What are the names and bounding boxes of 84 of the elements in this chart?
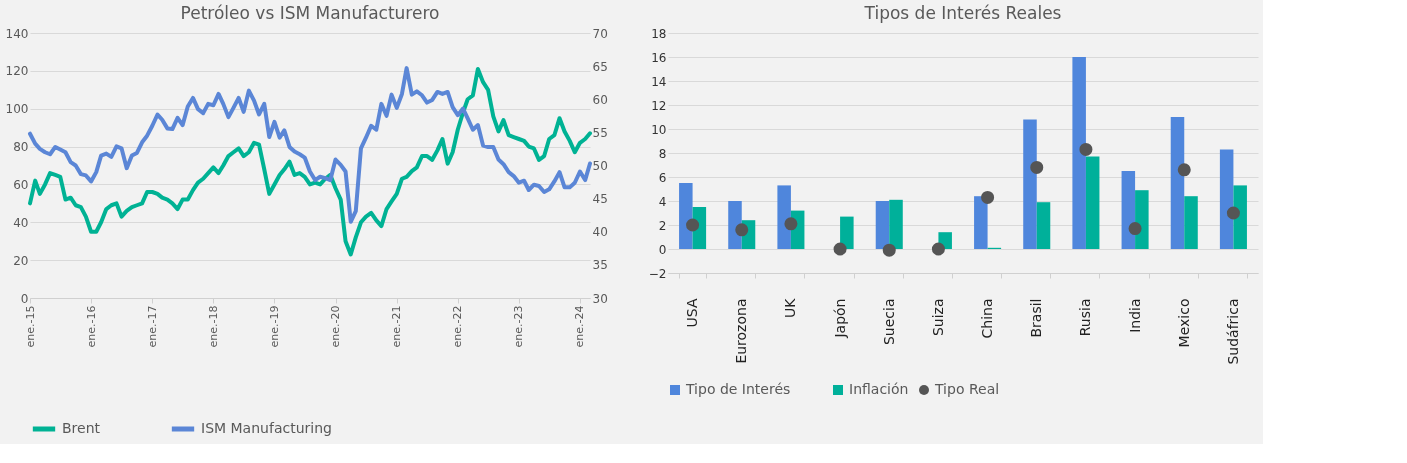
- y2-tick-label: 65: [592, 59, 608, 74]
- legend-label: Brent: [62, 420, 101, 436]
- bar: [1072, 57, 1086, 249]
- bar: [777, 185, 791, 249]
- legend-label: ISM Manufacturing: [201, 420, 332, 436]
- legend-label: Tipo de Interés: [685, 381, 791, 397]
- x-tick-label: Eurozona: [733, 298, 750, 364]
- bar: [1135, 190, 1149, 249]
- bar: [1023, 119, 1037, 249]
- bar: [1121, 171, 1136, 249]
- point: [833, 242, 847, 256]
- bar: [840, 216, 854, 249]
- point: [981, 190, 995, 204]
- point: [1030, 160, 1044, 174]
- x-tick-label: USA: [684, 298, 701, 328]
- bar: [974, 196, 988, 249]
- x-tick-label: ene.-18: [206, 305, 220, 348]
- y2-tick-label: 30: [592, 291, 608, 306]
- x-tick-label: ene.-23: [512, 305, 526, 348]
- y2-tick-label: 45: [592, 192, 608, 207]
- bar: [1170, 117, 1185, 249]
- bar: [1233, 185, 1247, 249]
- y-tick-label: 140: [5, 26, 29, 41]
- bar: [875, 201, 890, 249]
- y-tick-label: 6: [658, 170, 667, 185]
- y-tick-label: 40: [13, 215, 29, 230]
- x-tick-label: Rusia: [1077, 298, 1094, 337]
- x-tick-label: China: [979, 298, 996, 339]
- y-tick-label: 0: [658, 242, 667, 257]
- line-series: [28, 66, 592, 257]
- y-tick-label: 120: [5, 64, 29, 79]
- line-series: [28, 66, 592, 224]
- y-tick-label: 16: [651, 50, 667, 65]
- legend-label: Inflación: [849, 381, 909, 397]
- y2-tick-label: 60: [592, 92, 608, 107]
- x-tick-label: India: [1126, 298, 1143, 333]
- x-tick-label: Suecia: [880, 298, 897, 346]
- y-tick-label: 0: [20, 291, 29, 306]
- point: [1079, 142, 1093, 156]
- chart-title: Tipos de Interés Reales: [863, 3, 1062, 23]
- bar: [679, 183, 693, 249]
- x-tick-label: Brasil: [1028, 298, 1045, 338]
- y2-tick-label: 40: [592, 225, 608, 240]
- chart-title: Petróleo vs ISM Manufacturero: [180, 3, 440, 23]
- y-tick-label: 20: [13, 253, 29, 268]
- y2-tick-label: 35: [592, 258, 608, 273]
- point: [882, 243, 896, 257]
- x-tick-label: ene.-22: [451, 305, 465, 348]
- point: [1128, 222, 1142, 236]
- point: [931, 242, 945, 256]
- x-tick-label: ene.-20: [329, 305, 343, 348]
- point: [1226, 206, 1240, 220]
- bar: [1219, 149, 1234, 249]
- x-tick-label: ene.-17: [145, 305, 159, 348]
- y-tick-label: 100: [5, 102, 29, 117]
- y-tick-label: 2: [658, 218, 667, 233]
- y-tick-label: 80: [13, 140, 29, 155]
- y-tick-label: 10: [651, 122, 667, 137]
- x-tick-label: ene.-19: [267, 305, 281, 348]
- y2-tick-label: 70: [592, 26, 608, 41]
- point: [1177, 163, 1191, 177]
- x-tick-label: Japón: [831, 298, 848, 339]
- y-tick-label: 8: [658, 146, 667, 161]
- bar: [889, 199, 903, 249]
- x-tick-label: ene.-16: [84, 305, 98, 348]
- y-tick-label: 12: [651, 98, 667, 113]
- x-tick-label: ene.-15: [23, 305, 37, 348]
- x-tick-label: ene.-21: [390, 305, 404, 348]
- bar: [1184, 196, 1198, 249]
- x-tick-label: ene.-24: [573, 305, 587, 348]
- x-tick-label: Suiza: [929, 298, 946, 337]
- y-tick-label: 14: [651, 74, 667, 89]
- y2-tick-label: 55: [592, 125, 608, 140]
- x-tick-label: Sudáfrica: [1224, 298, 1241, 365]
- x-tick-label: UK: [782, 297, 799, 318]
- legend-label: Tipo Real: [934, 381, 1000, 397]
- y-tick-label: 18: [651, 26, 667, 41]
- bar: [1036, 202, 1051, 249]
- y-tick-label: −2: [648, 266, 667, 281]
- bar: [1085, 156, 1100, 249]
- y2-tick-label: 50: [592, 159, 608, 173]
- y-tick-label: 60: [13, 177, 29, 192]
- x-tick-label: Mexico: [1175, 298, 1192, 348]
- y-tick-label: 4: [658, 194, 667, 209]
